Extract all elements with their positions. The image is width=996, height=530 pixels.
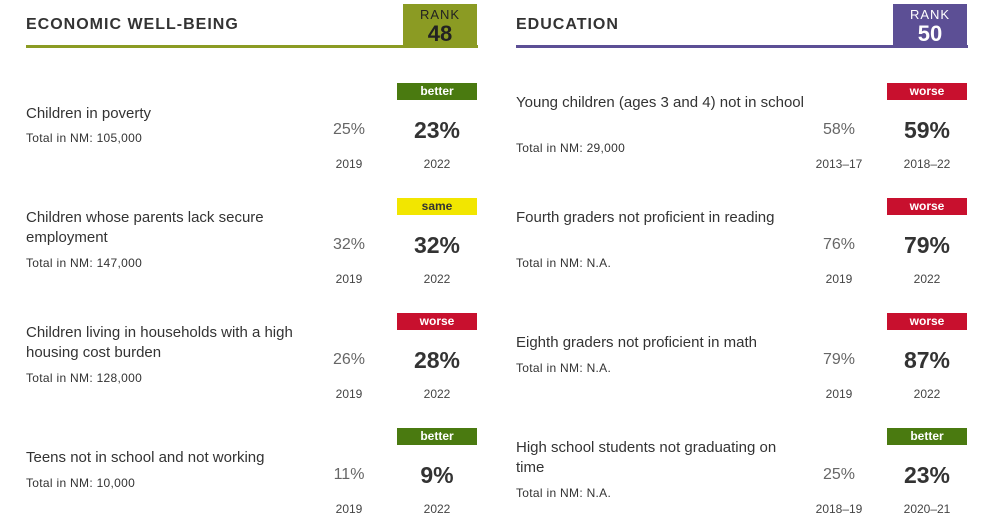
education-indicator-young-children: Young children (ages 3 and 4) not in sch…: [508, 80, 968, 190]
education-rank-label: RANK: [909, 7, 951, 22]
indicator-total: Total in NM: 147,000: [26, 256, 143, 270]
previous-year: 2019: [825, 272, 853, 286]
indicator-label: Eighth graders not proficient in math: [516, 334, 757, 351]
indicator-total: Total in NM: 128,000: [26, 371, 143, 385]
current-value: 9%: [420, 462, 454, 488]
trend-badge: worse: [887, 83, 967, 100]
current-value: 79%: [903, 232, 951, 258]
current-year: 2022: [423, 387, 451, 401]
current-value: 87%: [903, 347, 951, 373]
previous-year: 2019: [335, 502, 363, 516]
economic-header: ECONOMIC WELL-BEING RANK 48: [18, 0, 478, 50]
current-year: 2022: [423, 502, 451, 516]
current-year: 2018–22: [903, 157, 951, 171]
current-year: 2022: [423, 157, 451, 171]
economic-rule: [26, 45, 478, 48]
current-value: 23%: [903, 462, 951, 488]
previous-value: 76%: [822, 236, 856, 253]
indicator-total: Total in NM: N.A.: [516, 256, 612, 270]
indicator-label: Children in poverty: [26, 105, 152, 122]
trend-badge: worse: [887, 198, 967, 215]
indicator-label: High school students not graduating on t…: [516, 439, 777, 476]
previous-value: 58%: [822, 121, 856, 138]
economic-rank-value: 48: [427, 21, 453, 46]
current-year: 2022: [913, 387, 941, 401]
education-panel: EDUCATION RANK 50 Young children (ages 3…: [508, 0, 968, 530]
economic-indicator-poverty: Children in poverty Total in NM: 105,000…: [18, 80, 478, 190]
current-value: 32%: [413, 232, 461, 258]
economic-well-being-panel: ECONOMIC WELL-BEING RANK 48 Children in …: [18, 0, 478, 530]
indicator-label: Young children (ages 3 and 4) not in sch…: [516, 94, 804, 111]
trend-badge: same: [397, 198, 477, 215]
previous-year: 2019: [335, 272, 363, 286]
trend-badge: better: [397, 428, 477, 445]
indicator-total: Total in NM: 105,000: [26, 131, 143, 145]
economic-indicator-teens-not-working: Teens not in school and not working Tota…: [18, 425, 478, 530]
indicator-label: Children whose parents lack secure emplo…: [26, 209, 264, 246]
current-value: 28%: [413, 347, 461, 373]
current-year: 2022: [913, 272, 941, 286]
indicator-label: Children living in households with a hig…: [26, 324, 293, 361]
education-rule: [516, 45, 968, 48]
indicator-total: Total in NM: N.A.: [516, 361, 612, 375]
previous-value: 32%: [332, 236, 366, 253]
previous-year: 2018–19: [815, 502, 863, 516]
indicator-total: Total in NM: N.A.: [516, 486, 612, 500]
indicator-label: Fourth graders not proficient in reading: [516, 209, 775, 226]
economic-rank-box: RANK 48: [403, 4, 477, 48]
current-year: 2022: [423, 272, 451, 286]
current-year: 2020–21: [903, 502, 951, 516]
previous-year: 2019: [335, 157, 363, 171]
economic-title: ECONOMIC WELL-BEING: [26, 16, 239, 33]
previous-year: 2019: [825, 387, 853, 401]
previous-value: 25%: [822, 466, 856, 483]
education-indicator-eighth-grade-math: Eighth graders not proficient in math To…: [508, 310, 968, 420]
education-rank-box: RANK 50: [893, 4, 967, 48]
previous-value: 79%: [822, 351, 856, 368]
previous-value: 25%: [332, 121, 366, 138]
economic-indicator-secure-employment: Children whose parents lack secure emplo…: [18, 195, 478, 305]
economic-indicator-housing-cost: Children living in households with a hig…: [18, 310, 478, 420]
previous-year: 2013–17: [815, 157, 863, 171]
previous-value: 26%: [332, 351, 366, 368]
current-value: 59%: [903, 117, 951, 143]
indicator-total: Total in NM: 10,000: [26, 476, 136, 490]
education-indicator-not-graduating: High school students not graduating on t…: [508, 425, 968, 530]
trend-badge: better: [397, 83, 477, 100]
education-header: EDUCATION RANK 50: [508, 0, 968, 50]
trend-badge: worse: [887, 313, 967, 330]
current-value: 23%: [413, 117, 461, 143]
indicator-label: Teens not in school and not working: [26, 449, 265, 466]
economic-rank-label: RANK: [419, 7, 461, 22]
trend-badge: better: [887, 428, 967, 445]
education-indicator-fourth-grade-reading: Fourth graders not proficient in reading…: [508, 195, 968, 305]
previous-year: 2019: [335, 387, 363, 401]
education-rank-value: 50: [917, 21, 943, 46]
previous-value: 11%: [333, 466, 365, 483]
indicator-total: Total in NM: 29,000: [516, 141, 626, 155]
trend-badge: worse: [397, 313, 477, 330]
education-title: EDUCATION: [516, 16, 619, 33]
